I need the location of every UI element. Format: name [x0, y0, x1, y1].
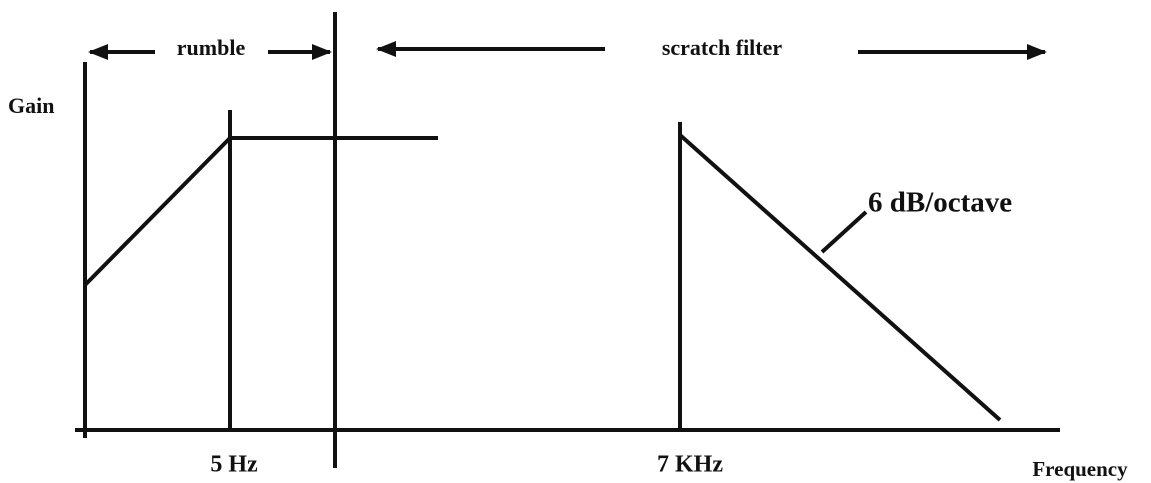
scratch-label: scratch filter: [662, 35, 783, 60]
high-freq-label: 7 KHz: [657, 452, 723, 478]
leader-line: [820, 210, 868, 254]
slope-label: 6 dB/octave: [868, 187, 1012, 219]
low-freq-label: 5 Hz: [210, 452, 258, 478]
frequency-label: Frequency: [1032, 457, 1128, 481]
gain-label: Gain: [8, 93, 54, 118]
rumble-label: rumble: [177, 35, 246, 60]
rolloff-slope: [678, 133, 1002, 422]
rumble-slope: [83, 136, 232, 287]
